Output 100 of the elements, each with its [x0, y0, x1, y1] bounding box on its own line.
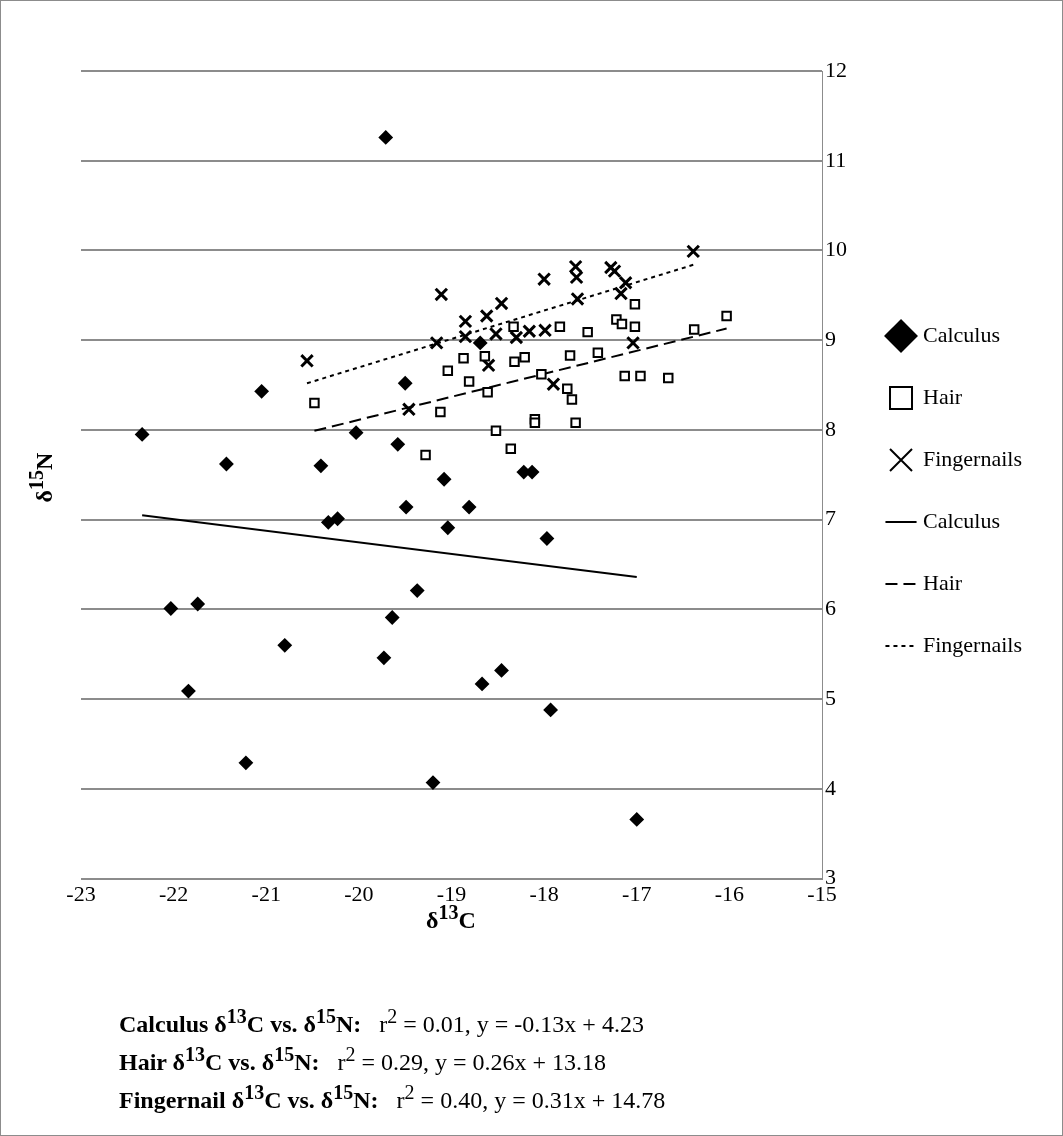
x-tick-label: -17	[622, 880, 652, 906]
point	[277, 638, 292, 653]
point	[686, 244, 701, 259]
point	[462, 500, 477, 515]
y-tick-label: 12	[825, 56, 848, 82]
point	[635, 370, 646, 382]
point	[135, 427, 150, 442]
y-tick-label: 7	[825, 505, 837, 531]
point	[592, 347, 604, 359]
point	[435, 406, 446, 418]
point	[688, 324, 700, 335]
point	[570, 417, 581, 428]
point	[482, 387, 493, 398]
point	[505, 443, 517, 455]
point	[522, 324, 537, 339]
point	[420, 449, 431, 461]
point	[616, 318, 628, 330]
text: Fingernail δ$^{13}$C vs. δ$^{15}$N: r$^{2}$ = 0.40, y = 0.31x + 14.78	[119, 1081, 666, 1113]
point	[519, 352, 530, 363]
point	[321, 515, 336, 530]
legend-label: Calculus	[923, 321, 1001, 347]
point	[163, 601, 178, 616]
point	[463, 376, 475, 387]
y-tick-label: 4	[825, 774, 837, 800]
point	[566, 394, 578, 405]
point	[473, 335, 488, 350]
point	[494, 296, 509, 311]
point	[536, 369, 547, 380]
point	[509, 356, 520, 367]
point	[663, 372, 674, 384]
point	[440, 520, 455, 535]
point	[425, 775, 440, 790]
point	[399, 500, 414, 515]
y-tick-label: 11	[825, 146, 847, 172]
point	[721, 310, 732, 322]
legend-label: Hair	[923, 569, 963, 595]
point	[582, 326, 593, 338]
point	[619, 370, 630, 382]
point	[629, 321, 641, 332]
point	[509, 330, 524, 345]
y-tick-label: 9	[825, 325, 837, 351]
point	[607, 263, 622, 279]
x-tick-label: -18	[529, 880, 559, 906]
legend-label: Fingernails	[923, 631, 1023, 657]
x-tick-label: -22	[158, 880, 189, 906]
point	[442, 365, 454, 376]
point	[254, 384, 269, 399]
x-tick-label: -23	[66, 880, 96, 906]
legend-label: Calculus	[923, 507, 1001, 533]
x-tick-label: -16	[714, 880, 745, 906]
point	[629, 812, 644, 827]
point	[546, 377, 561, 392]
point	[385, 610, 400, 625]
y-tick-label: 10	[825, 236, 848, 262]
point	[410, 583, 425, 598]
point	[376, 650, 391, 665]
point	[475, 676, 490, 691]
x-tick-label: -21	[251, 880, 281, 906]
point	[488, 326, 504, 342]
point	[190, 597, 205, 612]
point	[494, 663, 509, 678]
point	[479, 351, 491, 362]
point	[543, 702, 558, 717]
text: Hair δ$^{13}$C vs. δ$^{15}$N: r$^{2}$ = 0.29, y = 0.26x + 13.18	[119, 1043, 607, 1075]
point	[181, 684, 196, 699]
point	[490, 425, 502, 437]
y-tick-label: 6	[825, 595, 837, 621]
point	[458, 352, 469, 364]
point	[219, 457, 234, 472]
point	[313, 458, 328, 473]
point	[625, 335, 641, 351]
point	[349, 425, 364, 440]
point	[390, 437, 405, 452]
point	[330, 511, 345, 526]
point	[398, 376, 413, 391]
point	[378, 130, 393, 145]
point	[238, 755, 253, 770]
y-tick-label: 5	[825, 684, 837, 710]
text: Calculus δ$^{13}$C vs. δ$^{15}$N: r$^{2}$ = 0.01, y = -0.13x + 4.23	[119, 1005, 644, 1037]
point	[539, 531, 554, 546]
point	[437, 472, 452, 487]
point	[401, 402, 417, 417]
point	[529, 417, 541, 428]
point	[309, 397, 320, 409]
point	[479, 308, 494, 324]
point	[429, 335, 444, 351]
x-tick-label: -20	[344, 880, 374, 906]
point	[508, 321, 519, 332]
point	[629, 299, 641, 310]
legend-label: Fingernails	[923, 445, 1023, 471]
point	[564, 350, 576, 361]
point	[603, 260, 618, 275]
point	[554, 321, 566, 332]
point	[562, 383, 573, 394]
point	[570, 291, 585, 307]
point	[299, 353, 315, 368]
y-tick-label: 8	[825, 415, 837, 441]
point	[537, 323, 553, 338]
point	[481, 358, 496, 373]
point	[434, 287, 449, 302]
